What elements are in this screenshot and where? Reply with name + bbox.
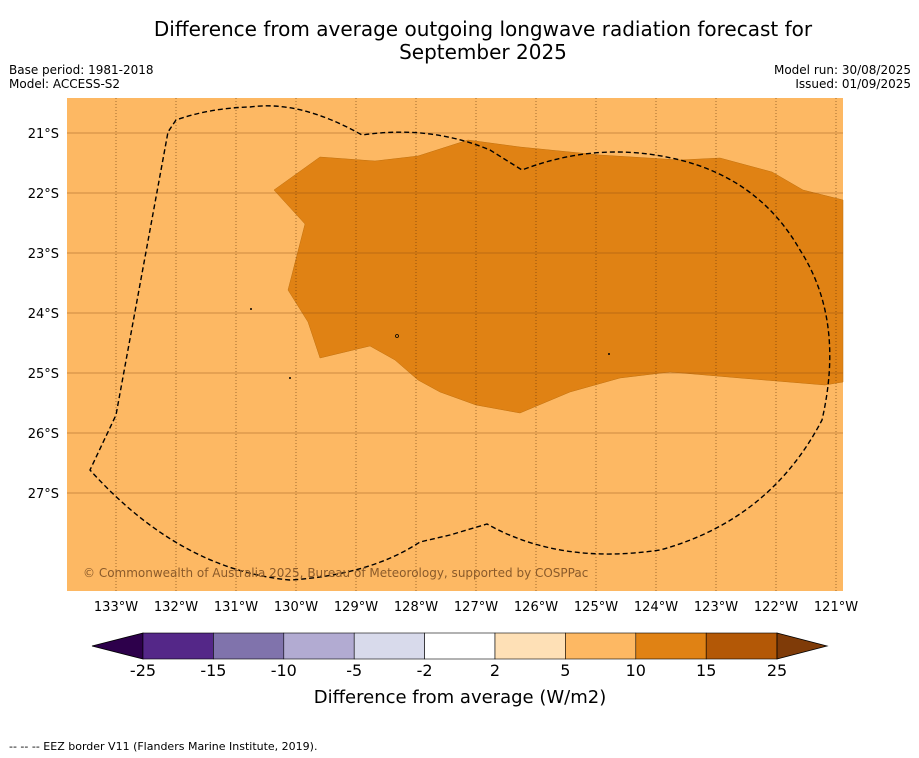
colorbar-segment [705,632,778,660]
lon-label: 121°W [814,600,858,615]
lon-label: 131°W [214,600,258,615]
lon-label: 125°W [574,600,618,615]
colorbar-tick: -5 [346,661,362,680]
colorbar-tick: 15 [696,661,716,680]
colorbar-segment [565,632,637,660]
colorbar-tick: 5 [560,661,570,680]
copyright-text: © Commonwealth of Australia 2025, Bureau… [83,566,588,580]
map-title: Difference from average outgoing longwav… [40,18,919,64]
lon-label: 130°W [274,600,318,615]
eez-border [89,105,831,581]
lon-label: 129°W [334,600,378,615]
lat-label: 22°S [28,187,59,202]
lat-label: 26°S [28,427,59,442]
lon-gridlines [115,98,837,591]
colorbar-tick: 2 [490,661,500,680]
lon-label: 122°W [754,600,798,615]
colorbar-arrow-right [776,632,829,660]
colorbar-segment [494,632,566,660]
colorbar [91,632,829,660]
lat-label: 25°S [28,367,59,382]
title-line-1: Difference from average outgoing longwav… [153,17,813,41]
lat-label: 23°S [28,247,59,262]
lon-label: 127°W [454,600,498,615]
eez-footnote: -- -- -- EEZ border V11 (Flanders Marine… [9,740,318,753]
issued-date: Issued: 01/09/2025 [795,77,911,91]
model-run: Model run: 30/08/2025 [773,63,911,77]
island-marker [608,353,610,355]
colorbar-tick: -10 [271,661,297,680]
model-name: Model: ACCESS-S2 [9,77,121,91]
title-line-2: September 2025 [399,40,567,64]
colorbar-segment [213,632,285,660]
colorbar-segment [353,632,425,660]
lon-label: 128°W [394,600,438,615]
base-period: Base period: 1981-2018 [9,63,154,77]
meta-right: Model run: 30/08/2025 Issued: 01/09/2025 [774,63,911,91]
lat-label: 21°S [28,127,59,142]
lon-label: 133°W [94,600,138,615]
colorbar-label: Difference from average (W/m2) [314,687,606,708]
island-marker [250,308,252,310]
colorbar-tick: 10 [626,661,646,680]
lon-label: 123°W [694,600,738,615]
island-marker [395,334,399,338]
colorbar-tick: 25 [767,661,787,680]
lat-label: 24°S [28,307,59,322]
lat-gridlines [67,132,843,494]
colorbar-ticks: -25 -15 -10 -5 -2 2 5 10 15 25 [130,661,787,680]
lat-labels: 21°S 22°S 23°S 24°S 25°S 26°S 27°S [28,127,59,502]
lat-label: 27°S [28,487,59,502]
colorbar-arrow-left [91,632,144,660]
meta-left: Base period: 1981-2018 Model: ACCESS-S2 [9,63,154,91]
lon-label: 132°W [154,600,198,615]
colorbar-segment [142,632,214,660]
island-marker [289,377,291,379]
colorbar-segment [424,632,496,660]
colorbar-segment [283,632,355,660]
colorbar-tick: -2 [417,661,433,680]
lon-label: 124°W [634,600,678,615]
colorbar-tick: -15 [200,661,226,680]
colorbar-segment [635,632,707,660]
colorbar-tick: -25 [130,661,156,680]
lon-labels: 133°W 132°W 131°W 130°W 129°W 128°W 127°… [94,600,858,615]
lon-label: 126°W [514,600,558,615]
